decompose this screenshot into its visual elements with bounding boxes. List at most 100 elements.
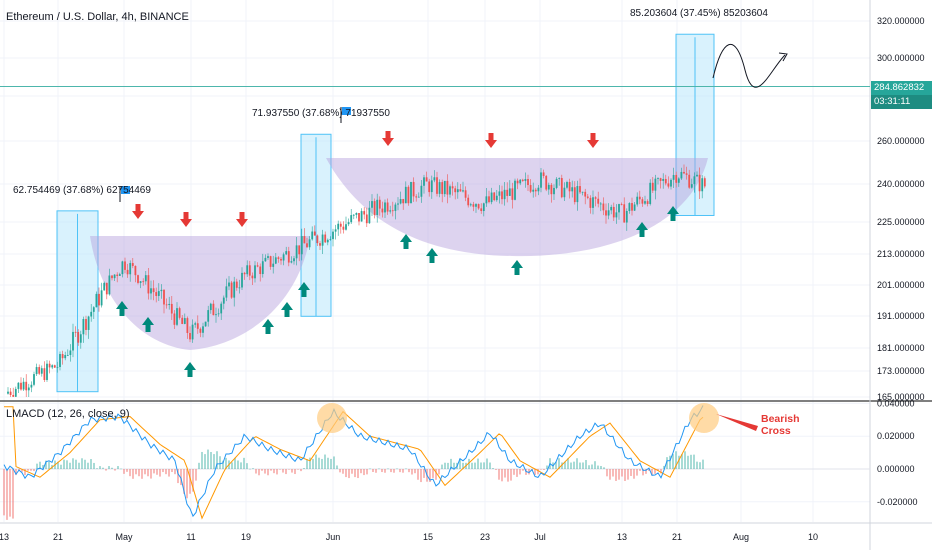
candle-body <box>490 192 493 203</box>
macd-histogram-bar <box>408 469 410 473</box>
macd-histogram-bar <box>609 469 611 480</box>
macd-histogram-bar <box>423 469 425 478</box>
macd-histogram-bar <box>546 465 548 469</box>
candle-body <box>462 190 464 192</box>
macd-histogram-bar <box>39 461 41 469</box>
candle-body <box>532 189 535 192</box>
candle-body <box>472 204 475 207</box>
macd-histogram-bar <box>372 469 374 472</box>
candle-body <box>680 171 683 179</box>
macd-histogram-bar <box>267 469 269 476</box>
macd-histogram-bar <box>306 459 308 469</box>
macd-histogram-bar <box>396 468 398 470</box>
candle-body <box>599 203 602 205</box>
macd-histogram-bar <box>654 469 656 474</box>
bearish-line1: Bearish <box>761 413 800 425</box>
candle-body <box>243 272 246 275</box>
macd-histogram-bar <box>213 454 215 469</box>
candle-body <box>394 204 397 211</box>
candle-body <box>59 354 61 368</box>
candle-body <box>316 235 319 244</box>
macd-histogram-bar <box>630 469 632 476</box>
candle-body <box>22 381 25 390</box>
candle-body <box>672 174 675 180</box>
macd-histogram-bar <box>594 461 596 469</box>
candle-body <box>191 324 194 340</box>
macd-histogram-bar <box>603 467 605 469</box>
macd-histogram-bar <box>297 469 299 470</box>
time-tick-label: 19 <box>241 532 251 542</box>
macd-histogram-bar <box>270 469 272 471</box>
price-tick-label: 213.000000 <box>877 249 925 259</box>
candle-body <box>230 282 233 298</box>
candle-body <box>436 177 438 194</box>
macd-histogram-bar <box>327 457 329 469</box>
candle-body <box>157 291 160 296</box>
candle-body <box>449 186 451 195</box>
candle-body <box>696 174 698 177</box>
candle-body <box>677 178 680 183</box>
candle-body <box>212 303 215 316</box>
indicator-label[interactable]: LMACD (12, 26, close, 9) <box>6 408 130 420</box>
macd-histogram-bar <box>111 467 113 469</box>
price-tick-label: 201.000000 <box>877 280 925 290</box>
macd-histogram-bar <box>411 469 413 475</box>
candle-body <box>319 243 321 246</box>
candle-body <box>563 187 566 198</box>
macd-histogram-bar <box>354 469 356 478</box>
price-tick-label: 181.000000 <box>877 343 925 353</box>
macd-histogram-bar <box>69 462 71 469</box>
candle-body <box>514 180 516 200</box>
macd-histogram-bar <box>579 462 581 469</box>
macd-histogram-bar <box>567 458 569 469</box>
macd-histogram-bar <box>561 462 563 469</box>
macd-histogram-bar <box>222 460 224 469</box>
signal-line <box>4 406 704 520</box>
macd-histogram-bar <box>666 457 668 469</box>
candle-body <box>108 275 111 295</box>
macd-histogram-bar <box>291 469 293 473</box>
candle-body <box>79 334 82 343</box>
macd-histogram-bar <box>210 452 212 469</box>
candle-body <box>43 368 46 380</box>
time-tick-label: 13 <box>0 532 9 542</box>
macd-histogram-bar <box>669 455 671 469</box>
candle-body <box>542 172 545 176</box>
macd-tick-label: 0.020000 <box>877 431 915 441</box>
candle-body <box>425 177 428 182</box>
candle-body <box>264 257 267 262</box>
up-arrow-icon <box>298 282 310 297</box>
macd-histogram-bar <box>345 469 347 478</box>
macd-histogram-bar <box>690 454 692 469</box>
macd-histogram-bar <box>93 462 95 469</box>
candle-body <box>95 293 98 308</box>
time-tick-label: Aug <box>733 532 749 542</box>
macd-histogram-bar <box>486 458 488 469</box>
macd-histogram-bar <box>498 469 500 480</box>
macd-histogram-bar <box>285 469 287 475</box>
candle-body <box>248 265 251 276</box>
macd-histogram-bar <box>471 462 473 469</box>
cup-right <box>326 158 708 257</box>
candle-body <box>269 256 272 267</box>
time-tick-label: 21 <box>672 532 682 542</box>
macd-histogram-bar <box>612 469 614 477</box>
macd-histogram-bar <box>90 459 92 469</box>
candle-body <box>363 211 366 215</box>
macd-histogram-bar <box>126 469 128 472</box>
measure-label-1: 62.754469 (37.68%) 62754469 <box>13 185 151 196</box>
candle-body <box>589 197 592 208</box>
candle-body <box>592 197 594 208</box>
macd-histogram-bar <box>321 458 323 469</box>
macd-histogram-bar <box>180 469 182 486</box>
macd-histogram-bar <box>375 469 377 473</box>
macd-histogram-bar <box>444 462 446 469</box>
macd-histogram-bar <box>414 469 416 474</box>
candle-body <box>451 186 454 189</box>
candle-body <box>20 382 22 390</box>
candle-body <box>404 186 407 204</box>
macd-histogram-bar <box>570 462 572 469</box>
macd-histogram-bar <box>309 457 311 469</box>
